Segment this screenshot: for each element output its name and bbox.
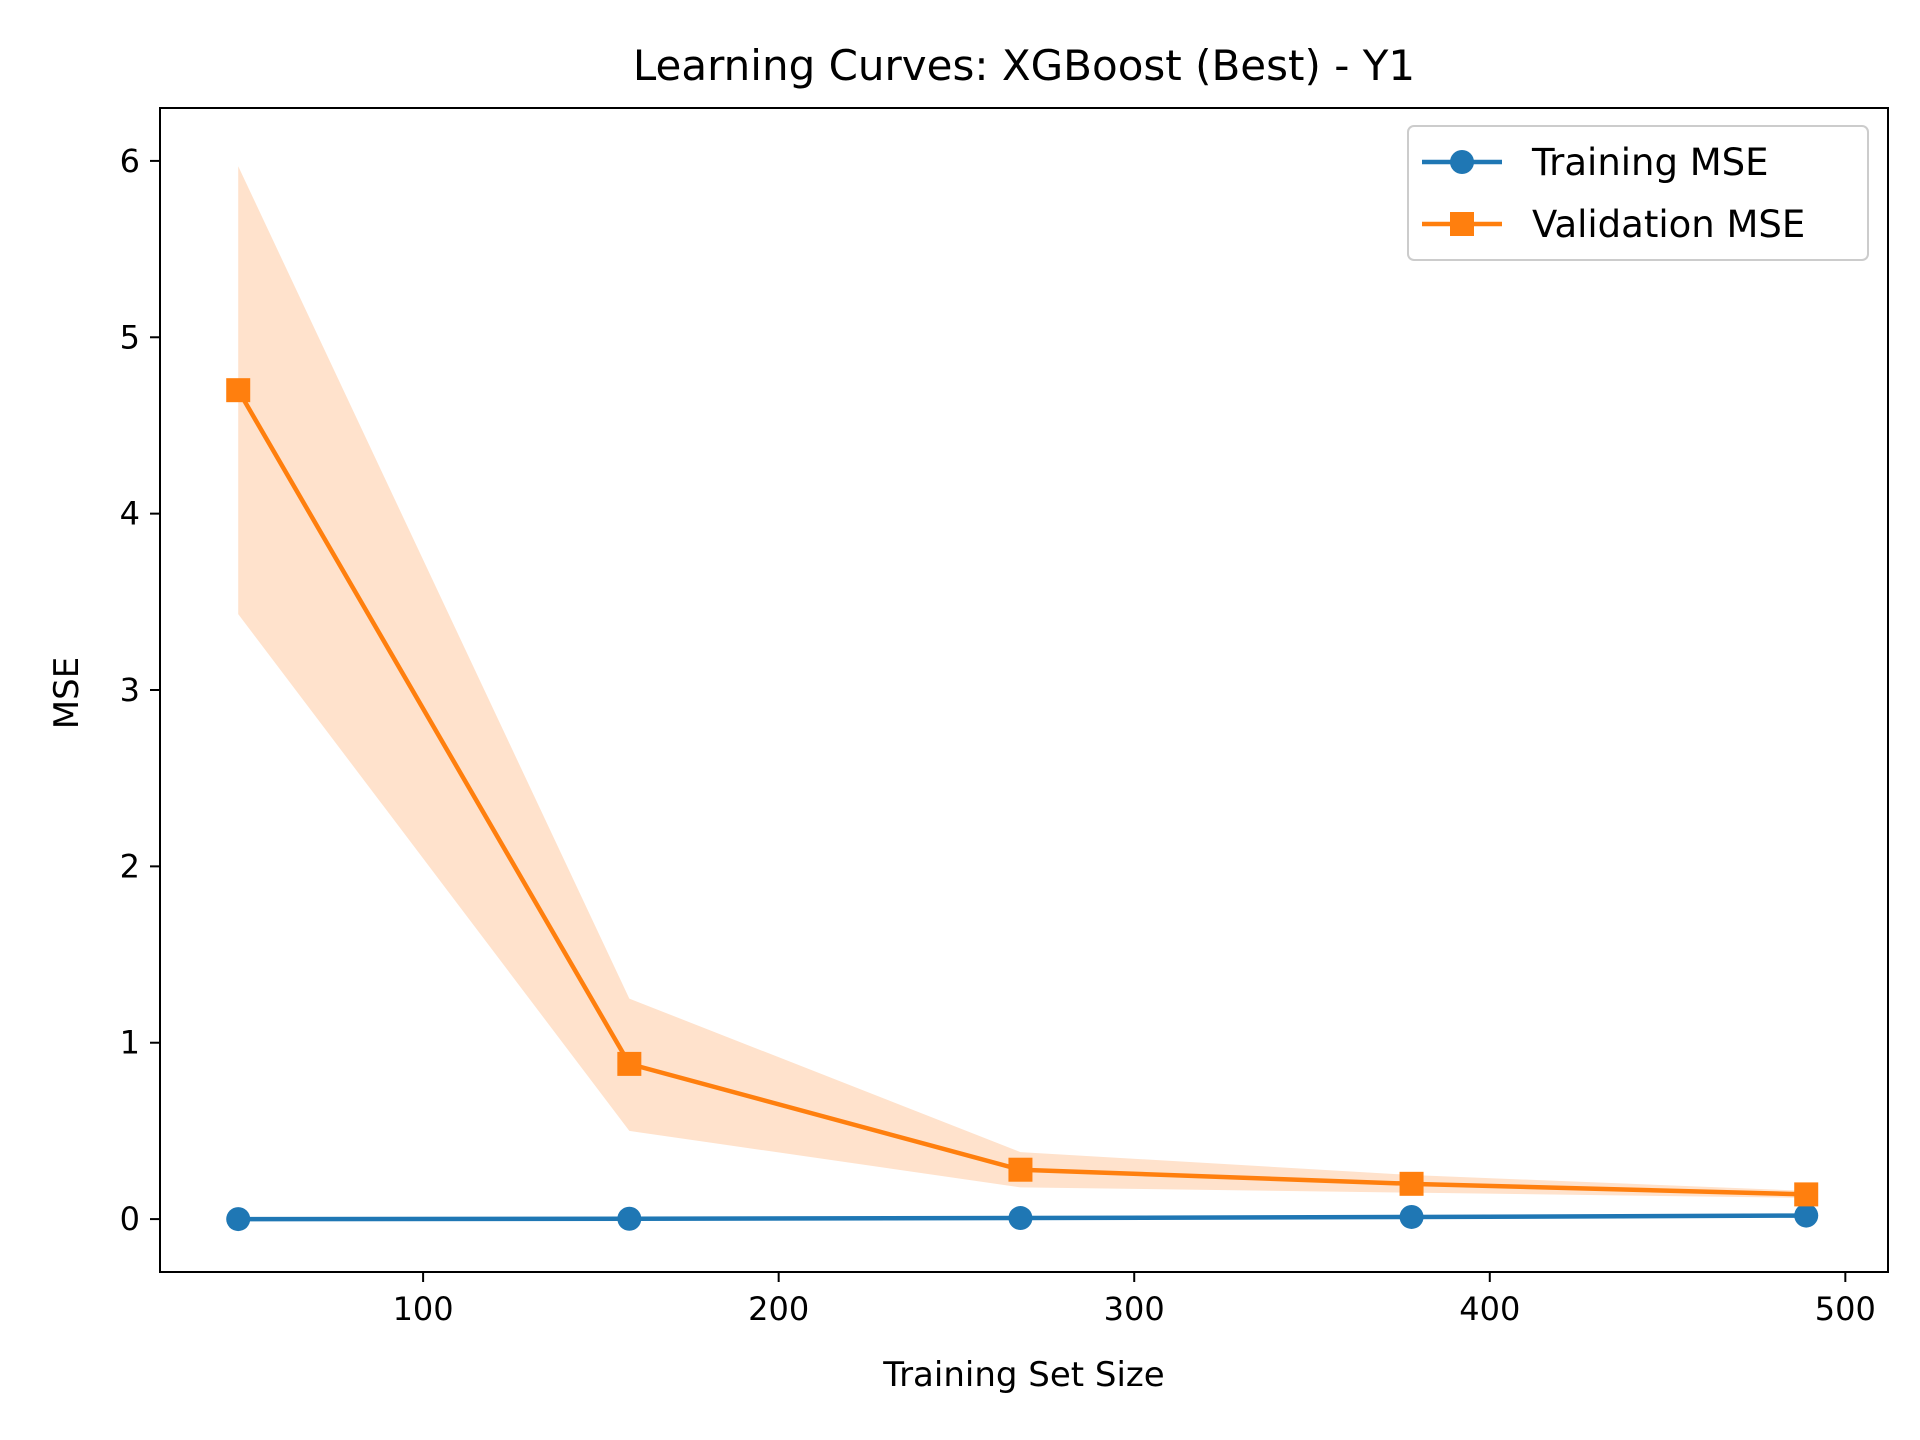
x-tick-label: 400 [1459, 1290, 1520, 1328]
training-mse-point [1399, 1204, 1424, 1229]
y-axis-title: MSE [47, 657, 87, 729]
chart-title: Learning Curves: XGBoost (Best) - Y1 [633, 41, 1415, 90]
y-axis-ticks: 0 1 2 3 4 5 6 [120, 142, 160, 1238]
validation-mse-point [226, 378, 251, 403]
legend-label-validation-mse: Validation MSE [1532, 203, 1805, 246]
legend-box [1407, 125, 1869, 261]
legend: Training MSE Validation MSE [1407, 125, 1869, 261]
validation-mse-point [1008, 1157, 1033, 1182]
y-tick-label: 5 [120, 318, 140, 356]
x-axis-ticks: 100 200 300 400 500 [393, 1272, 1876, 1328]
training-mse-point [226, 1207, 251, 1232]
legend-marker-training-mse [1450, 150, 1474, 174]
x-tick-label: 100 [393, 1290, 454, 1328]
series-markers [226, 378, 1819, 1232]
y-tick-label: 2 [120, 847, 140, 885]
y-tick-label: 4 [120, 495, 140, 533]
x-tick-label: 500 [1815, 1290, 1876, 1328]
y-tick-label: 1 [120, 1024, 140, 1062]
x-tick-label: 300 [1104, 1290, 1165, 1328]
training-mse-point [1008, 1206, 1033, 1231]
x-axis-title: Training Set Size [882, 1355, 1164, 1395]
y-tick-label: 3 [120, 671, 140, 709]
validation-mse-point [617, 1051, 642, 1076]
legend-marker-validation-mse [1450, 212, 1474, 236]
validation-mse-point [1794, 1182, 1819, 1207]
training-mse-point [617, 1206, 642, 1231]
training-mse-point [1794, 1203, 1819, 1228]
y-tick-label: 0 [120, 1200, 140, 1238]
y-tick-label: 6 [120, 142, 140, 180]
validation-mse-point [1399, 1171, 1424, 1196]
legend-label-training-mse: Training MSE [1531, 141, 1769, 184]
x-tick-label: 200 [748, 1290, 809, 1328]
